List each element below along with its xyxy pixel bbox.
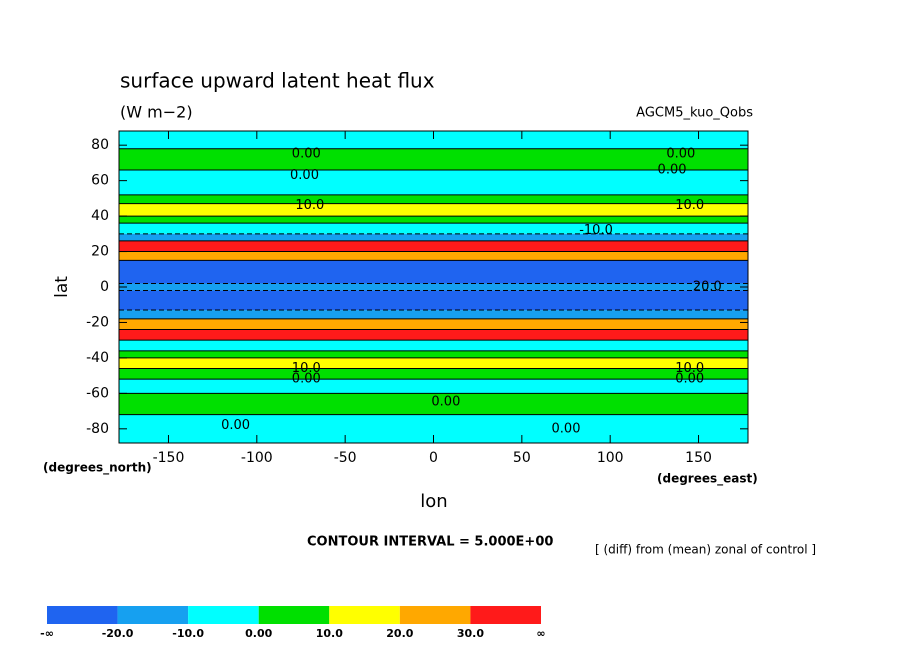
colorbar-label: 30.0 bbox=[457, 627, 484, 640]
contour-band bbox=[119, 240, 748, 252]
contour-label: 0.00 bbox=[658, 163, 687, 178]
contour-label: 0.00 bbox=[292, 372, 321, 387]
contour-band bbox=[119, 393, 748, 415]
x-tick-label: -100 bbox=[241, 450, 273, 466]
colorbar-swatch bbox=[399, 606, 471, 624]
contour-label: 20.0 bbox=[693, 280, 722, 295]
contour-label: 10.0 bbox=[295, 198, 324, 213]
contour-band bbox=[119, 131, 748, 149]
contour-band bbox=[119, 170, 748, 195]
contour-band bbox=[119, 290, 748, 311]
y-tick-label: 20 bbox=[91, 244, 109, 260]
contour-label: 0.00 bbox=[221, 418, 250, 433]
contour-band bbox=[119, 329, 748, 341]
chart-subtitle: (W m−2) bbox=[120, 103, 193, 122]
contour-label: 0.00 bbox=[675, 372, 704, 387]
contour-label: 10.0 bbox=[675, 361, 704, 376]
contour-band bbox=[119, 223, 748, 234]
contour-band bbox=[119, 340, 748, 351]
colorbar-swatch bbox=[470, 606, 541, 624]
colorbar-swatch bbox=[258, 606, 330, 624]
contour-band bbox=[119, 260, 748, 284]
contour-band bbox=[119, 350, 748, 358]
contour-band bbox=[119, 203, 748, 217]
colorbar-swatch bbox=[47, 606, 118, 624]
contour-band bbox=[119, 216, 748, 224]
x-axis-label: lon bbox=[420, 491, 447, 512]
y-tick-label: 0 bbox=[100, 279, 109, 295]
colorbar-label: -20.0 bbox=[102, 627, 134, 640]
colorbar-swatch bbox=[188, 606, 259, 624]
y-axis-label: lat bbox=[52, 276, 72, 298]
colorbar-swatch bbox=[117, 606, 189, 624]
contour-band bbox=[119, 283, 748, 291]
contour-label: 10.0 bbox=[675, 198, 704, 213]
x-tick-label: -150 bbox=[153, 450, 185, 466]
x-tick-label: 100 bbox=[597, 450, 624, 466]
contour-label: 0.00 bbox=[666, 147, 695, 162]
y-axis-units: (degrees_north) bbox=[43, 461, 152, 476]
contour-band bbox=[119, 194, 748, 204]
colorbar-label: -10.0 bbox=[172, 627, 204, 640]
x-tick-label: -50 bbox=[334, 450, 357, 466]
contour-band bbox=[119, 357, 748, 369]
contour-label: 0.00 bbox=[290, 168, 319, 183]
contour-label: 0.00 bbox=[431, 395, 460, 410]
y-tick-label: 60 bbox=[91, 173, 109, 189]
y-tick-label: -80 bbox=[86, 421, 109, 437]
colorbar-label: 10.0 bbox=[316, 627, 343, 640]
contour-band bbox=[119, 318, 748, 330]
contour-band bbox=[119, 251, 748, 261]
contour-interval: CONTOUR INTERVAL = 5.000E+00 bbox=[307, 535, 553, 550]
y-tick-label: -60 bbox=[86, 385, 109, 401]
contour-band bbox=[119, 148, 748, 170]
y-tick-label: 80 bbox=[91, 137, 109, 153]
x-tick-label: 0 bbox=[429, 450, 438, 466]
colorbar-label: 0.00 bbox=[245, 627, 272, 640]
contour-label: 10.0 bbox=[292, 361, 321, 376]
contour-label: 0.00 bbox=[292, 147, 321, 162]
contour-band bbox=[119, 310, 748, 319]
x-tick-label: 150 bbox=[685, 450, 712, 466]
contour-band bbox=[119, 233, 748, 241]
contour-band bbox=[119, 368, 748, 380]
contour-band bbox=[119, 379, 748, 394]
x-axis-units: (degrees_east) bbox=[657, 472, 758, 487]
x-tick-label: 50 bbox=[513, 450, 531, 466]
contour-label: 0.00 bbox=[552, 421, 581, 436]
y-tick-label: 40 bbox=[91, 208, 109, 224]
colorbar-label: -∞ bbox=[40, 627, 54, 640]
contour-label: -10.0 bbox=[579, 223, 613, 238]
chart-title: surface upward latent heat flux bbox=[120, 69, 435, 93]
description: [ (diff) from (mean) zonal of control ] bbox=[595, 543, 816, 557]
colorbar-swatch bbox=[329, 606, 400, 624]
y-tick-label: -40 bbox=[86, 350, 109, 366]
model-label: AGCM5_kuo_Qobs bbox=[636, 106, 753, 121]
colorbar-label: ∞ bbox=[536, 627, 545, 640]
y-tick-label: -20 bbox=[86, 314, 109, 330]
colorbar-label: 20.0 bbox=[386, 627, 413, 640]
